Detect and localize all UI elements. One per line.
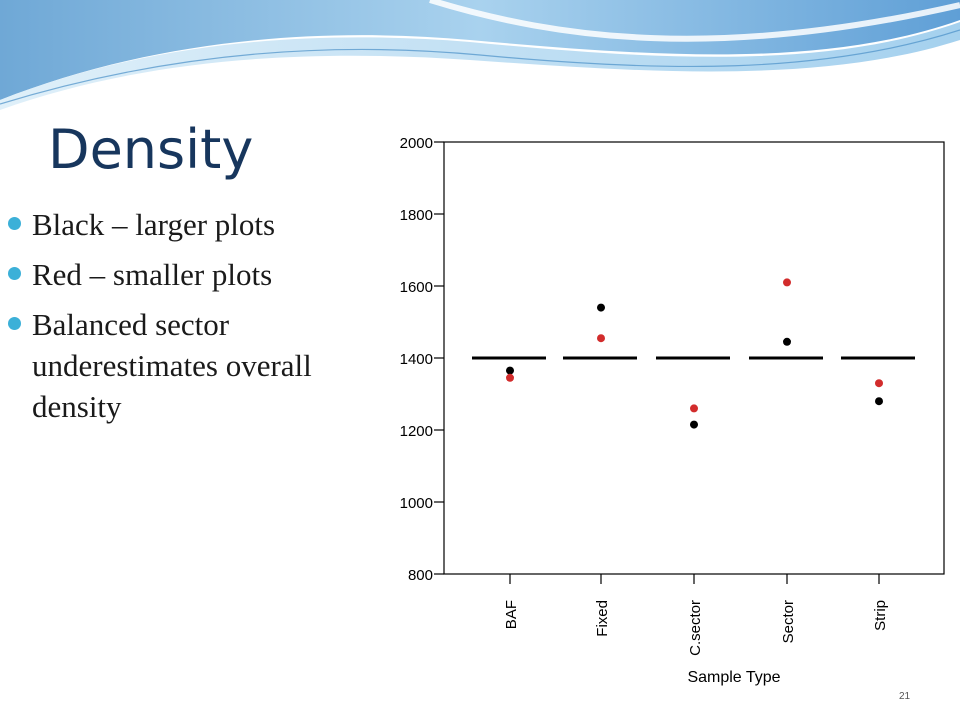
chart-background [392,130,952,690]
y-tick-label: 2000 [400,135,433,152]
bullet-text: Balanced sector underestimates overall d… [32,307,312,424]
slide-title: Density [48,118,254,181]
density-scatter-chart: 800 1000 1200 1400 1600 1800 2000 BAF Fixed C.sec… [392,130,952,690]
x-tick-label: BAF [503,600,520,629]
bullet-dot-icon [8,217,21,230]
y-tick-label: 1600 [400,279,433,296]
data-point-large [690,420,698,429]
header-wave-decoration [0,0,960,110]
bullet-item: Black – larger plots [8,204,348,245]
data-point-small [875,379,883,388]
data-point-large [597,303,605,312]
bullet-item: Red – smaller plots [8,254,348,295]
data-point-small [783,278,791,287]
x-tick-label: Strip [872,600,889,631]
data-point-large [506,366,514,375]
page-number: 21 [899,691,911,702]
x-axis-title: Sample Type [687,669,780,686]
y-tick-label: 1000 [400,495,433,512]
bullet-dot-icon [8,317,21,330]
y-tick-label: 1800 [400,207,433,224]
bullet-text: Black – larger plots [32,207,276,242]
bullet-dot-icon [8,267,21,280]
data-point-small [690,404,698,413]
bullet-item: Balanced sector underestimates overall d… [8,304,348,427]
bullet-list: Black – larger plots Red – smaller plots… [8,204,348,436]
data-point-large [875,397,883,406]
x-tick-label: Fixed [594,600,611,637]
y-tick-label: 800 [408,567,433,584]
data-point-small [597,334,605,343]
x-tick-label: C.sector [687,600,704,656]
bullet-text: Red – smaller plots [32,257,273,292]
y-tick-label: 1400 [400,351,433,368]
y-tick-label: 1200 [400,423,433,440]
x-tick-label: Sector [780,600,797,643]
data-point-small [506,373,514,382]
data-point-large [783,337,791,346]
